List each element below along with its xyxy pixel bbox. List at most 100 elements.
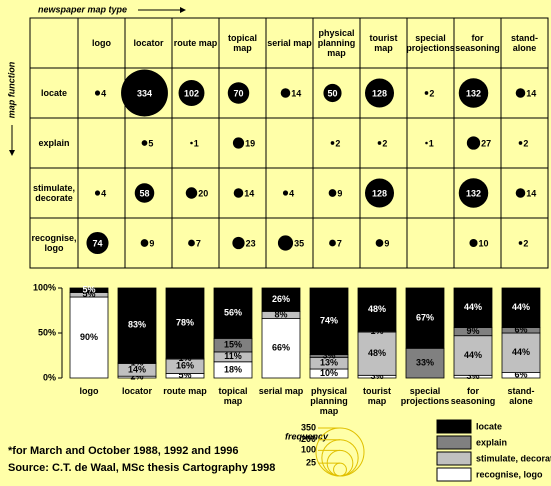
legend-swatch: [436, 451, 472, 466]
bubble-label: 14: [526, 88, 536, 98]
x-tick-label: physical planning map: [310, 386, 348, 416]
row-header: explain: [38, 138, 70, 148]
bubble: [518, 141, 523, 145]
bubble-label: 27: [481, 138, 491, 148]
value-label: 44%: [512, 347, 530, 357]
x-tick-label: logo: [79, 386, 99, 396]
footnote: *for March and October 1988, 1992 and 19…: [8, 445, 239, 457]
bubble: [469, 238, 478, 248]
bar-segment: [309, 287, 349, 355]
bar-segment: [357, 331, 397, 376]
bubble: [141, 140, 148, 146]
bubble-label: 2: [335, 138, 340, 148]
bubble: [94, 190, 101, 196]
bubble: [280, 88, 291, 98]
bubble: [86, 231, 109, 255]
column-header: special projections: [406, 33, 455, 53]
value-label: 3%: [370, 371, 383, 381]
bubble-label: 7: [196, 238, 201, 248]
value-label: 18%: [224, 364, 242, 374]
size-legend-circle: [321, 439, 359, 477]
x-tick-label: tourist map: [363, 386, 391, 406]
bubble: [94, 90, 101, 96]
bubble-label: 19: [245, 138, 255, 148]
bubble-label: 20: [198, 188, 208, 198]
bubble-label: 2: [429, 88, 434, 98]
value-label: 78%: [176, 317, 194, 327]
bubble-label: 10: [479, 238, 489, 248]
bubble-label: 1: [429, 138, 434, 148]
bubble-label: 4: [289, 188, 294, 198]
bubble: [375, 239, 384, 247]
bubble: [178, 80, 205, 106]
value-label: 44%: [512, 302, 530, 312]
value-label: 15%: [224, 340, 242, 350]
bar-segment: [117, 287, 157, 364]
bubble: [140, 239, 149, 247]
bubble: [227, 82, 250, 104]
bubble: [121, 69, 168, 117]
bubble: [328, 189, 337, 197]
bubble-label: 35: [294, 238, 304, 248]
bubble: [188, 239, 195, 247]
value-label: 48%: [368, 348, 386, 358]
value-label: 33%: [416, 358, 434, 368]
value-label: 74%: [320, 316, 338, 326]
row-header: recognise, logo: [31, 233, 77, 253]
bubble-label: 9: [149, 238, 154, 248]
bubble-label: 4: [101, 88, 106, 98]
value-label: 6%: [514, 325, 527, 335]
size-legend-label: 100: [301, 445, 316, 455]
bubble: [185, 187, 198, 199]
bubble-label: 128: [372, 88, 387, 98]
bubble-label: 50: [327, 88, 337, 98]
bubble: [515, 88, 526, 98]
legend-label: stimulate, decorate: [476, 453, 551, 463]
bubble-label: 9: [337, 188, 342, 198]
bubble: [377, 141, 382, 145]
y-tick-label: 0%: [43, 372, 56, 382]
legend-swatch: [436, 419, 472, 434]
x-tick-label: for seasoning: [450, 386, 496, 406]
value-label: 66%: [272, 343, 290, 353]
value-label: 9%: [466, 326, 479, 336]
bubble-label: 14: [244, 188, 254, 198]
bar-segment: [501, 287, 541, 328]
bubble: [515, 188, 526, 198]
size-legend-label: 350: [301, 422, 316, 432]
bubble: [323, 83, 342, 103]
bar-segment: [261, 287, 301, 312]
size-legend-title: frequency: [285, 431, 329, 441]
column-header: physical planning map: [317, 28, 356, 58]
x-tick-label: stand-alone: [507, 386, 535, 406]
column-header: for seasoning: [455, 33, 500, 53]
column-header: serial map: [267, 38, 312, 48]
bubble: [364, 178, 395, 208]
bar-segment: [165, 287, 205, 359]
y-tick-label: 50%: [38, 327, 56, 337]
bar-segment: [213, 287, 253, 339]
bubble-label: 23: [246, 238, 256, 248]
bubble: [282, 190, 289, 196]
column-header: stand-alone: [511, 33, 538, 53]
bubble-label: 132: [466, 188, 481, 198]
value-label: 56%: [224, 308, 242, 318]
bar-segment: [261, 318, 301, 379]
size-legend-circle: [333, 462, 347, 477]
legend-swatch: [436, 435, 472, 450]
bar-segment: [453, 287, 493, 328]
bubble: [277, 235, 294, 251]
bubble-label: 14: [526, 188, 536, 198]
legend-label: explain: [476, 437, 507, 447]
legend-swatch: [436, 467, 472, 482]
value-label: 3%: [466, 371, 479, 381]
bar-segment: [357, 287, 397, 332]
x-tick-label: locator: [121, 386, 152, 396]
row-header: stimulate, decorate: [32, 183, 75, 203]
bar-segment: [405, 347, 445, 379]
bar-segment: [405, 287, 445, 349]
column-header: topical map: [227, 33, 257, 53]
bubble-label: 5: [148, 138, 153, 148]
